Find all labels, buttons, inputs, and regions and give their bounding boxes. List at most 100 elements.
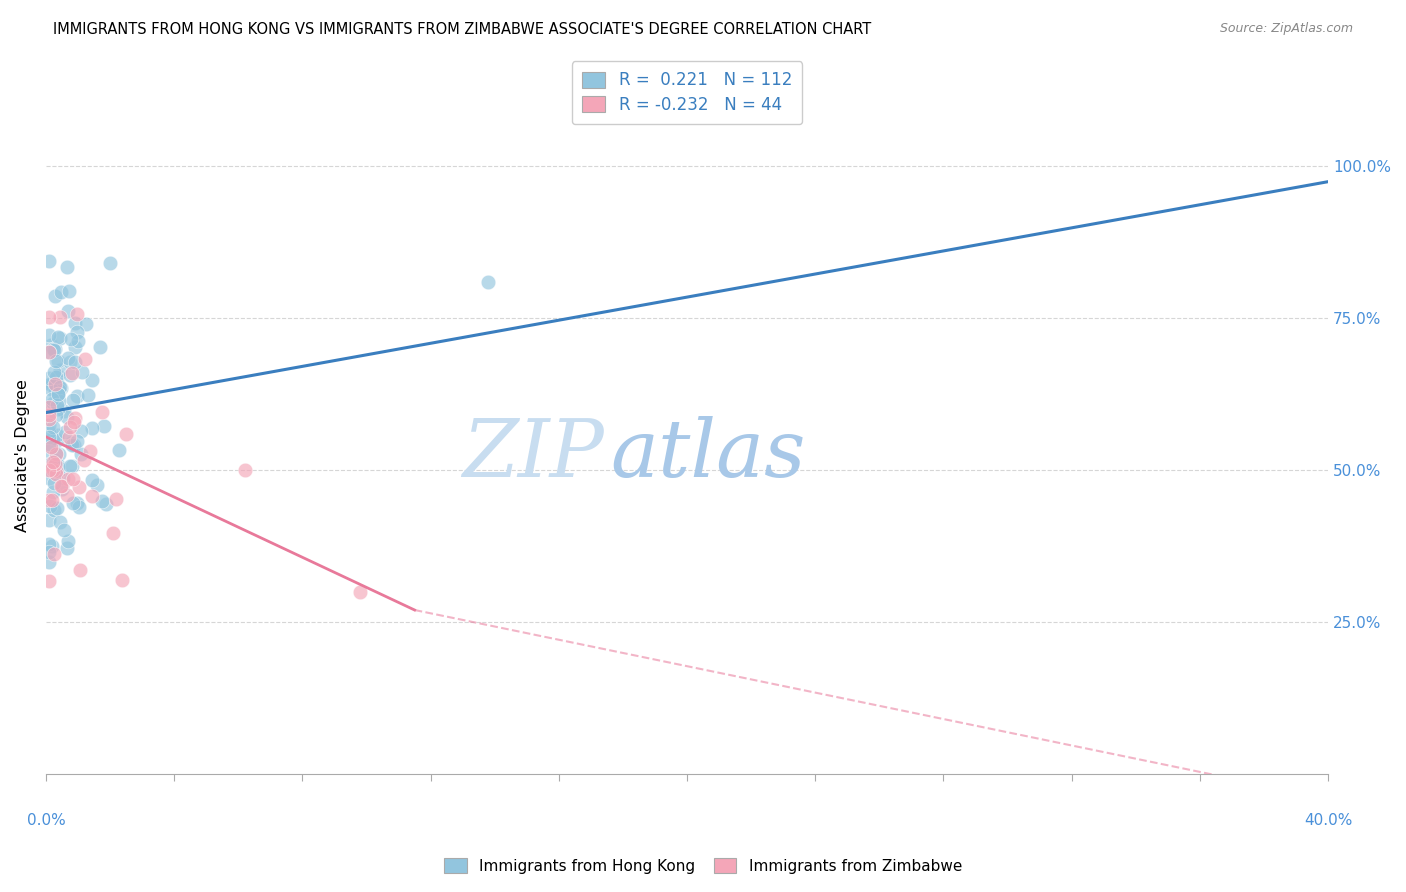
Point bbox=[62, 495, 84, 509]
Point bbox=[38, 327, 60, 342]
Point bbox=[73, 351, 96, 366]
Point bbox=[115, 427, 138, 442]
Point bbox=[90, 494, 112, 508]
Point bbox=[41, 441, 63, 455]
Point bbox=[59, 459, 82, 474]
Point bbox=[45, 464, 67, 478]
Point bbox=[38, 418, 60, 433]
Point bbox=[59, 435, 82, 450]
Point bbox=[63, 316, 86, 330]
Point bbox=[91, 405, 114, 419]
Point bbox=[59, 368, 82, 383]
Point bbox=[45, 467, 67, 482]
Point bbox=[42, 475, 65, 490]
Point bbox=[39, 377, 62, 392]
Point bbox=[51, 482, 73, 496]
Point bbox=[66, 496, 89, 510]
Point bbox=[41, 431, 63, 445]
Point bbox=[45, 408, 67, 422]
Point bbox=[38, 310, 60, 325]
Point bbox=[42, 419, 65, 434]
Point bbox=[48, 394, 70, 409]
Point bbox=[38, 425, 60, 440]
Legend: R =  0.221   N = 112, R = -0.232   N = 44: R = 0.221 N = 112, R = -0.232 N = 44 bbox=[572, 62, 801, 124]
Point bbox=[63, 340, 86, 354]
Point bbox=[56, 488, 79, 502]
Point bbox=[89, 340, 111, 354]
Point bbox=[38, 412, 60, 426]
Point bbox=[82, 421, 104, 435]
Point bbox=[38, 254, 60, 268]
Point bbox=[66, 389, 89, 403]
Point bbox=[42, 455, 65, 469]
Point bbox=[44, 384, 66, 398]
Point bbox=[49, 331, 72, 345]
Point bbox=[45, 369, 67, 384]
Text: IMMIGRANTS FROM HONG KONG VS IMMIGRANTS FROM ZIMBABWE ASSOCIATE'S DEGREE CORRELA: IMMIGRANTS FROM HONG KONG VS IMMIGRANTS … bbox=[53, 22, 872, 37]
Point bbox=[60, 367, 83, 381]
Point bbox=[48, 380, 70, 394]
Point bbox=[77, 387, 100, 401]
Point bbox=[44, 458, 66, 472]
Point bbox=[38, 463, 60, 477]
Point bbox=[49, 381, 72, 395]
Point bbox=[56, 351, 79, 365]
Legend: Immigrants from Hong Kong, Immigrants from Zimbabwe: Immigrants from Hong Kong, Immigrants fr… bbox=[437, 852, 969, 880]
Point bbox=[69, 563, 91, 577]
Point bbox=[67, 334, 90, 348]
Point bbox=[58, 284, 80, 298]
Point bbox=[477, 275, 499, 289]
Point bbox=[46, 387, 69, 401]
Point bbox=[44, 376, 66, 391]
Point bbox=[45, 399, 67, 413]
Point bbox=[41, 376, 63, 391]
Point bbox=[63, 438, 86, 452]
Point bbox=[42, 395, 65, 409]
Point bbox=[39, 457, 62, 471]
Text: ZIP: ZIP bbox=[463, 417, 603, 494]
Point bbox=[46, 387, 69, 401]
Point bbox=[59, 420, 82, 434]
Point bbox=[42, 485, 65, 500]
Point bbox=[104, 492, 127, 507]
Point bbox=[70, 424, 93, 438]
Point bbox=[52, 404, 75, 418]
Point bbox=[82, 373, 104, 387]
Point bbox=[80, 473, 103, 487]
Point bbox=[48, 388, 70, 402]
Point bbox=[69, 480, 91, 494]
Point bbox=[58, 472, 80, 486]
Point bbox=[39, 382, 62, 396]
Text: 0.0%: 0.0% bbox=[27, 813, 65, 828]
Point bbox=[38, 493, 60, 508]
Point bbox=[52, 471, 75, 485]
Point bbox=[65, 434, 87, 448]
Point bbox=[46, 368, 69, 383]
Point bbox=[49, 515, 72, 529]
Point bbox=[41, 459, 63, 474]
Point bbox=[82, 489, 104, 503]
Point bbox=[48, 460, 70, 475]
Point bbox=[51, 479, 73, 493]
Point bbox=[56, 409, 79, 424]
Point bbox=[72, 365, 94, 379]
Point bbox=[63, 410, 86, 425]
Point bbox=[67, 500, 90, 514]
Point bbox=[41, 539, 63, 553]
Point bbox=[38, 408, 60, 422]
Point bbox=[38, 371, 60, 385]
Point bbox=[66, 307, 89, 321]
Point bbox=[46, 353, 69, 368]
Point bbox=[44, 452, 66, 467]
Point bbox=[70, 447, 93, 461]
Point bbox=[45, 428, 67, 442]
Point bbox=[44, 289, 66, 303]
Point bbox=[42, 342, 65, 356]
Point bbox=[55, 260, 77, 275]
Point bbox=[38, 430, 60, 444]
Text: Source: ZipAtlas.com: Source: ZipAtlas.com bbox=[1219, 22, 1353, 36]
Y-axis label: Associate's Degree: Associate's Degree bbox=[15, 378, 30, 532]
Point bbox=[72, 453, 94, 467]
Point bbox=[62, 392, 84, 407]
Point bbox=[45, 353, 67, 368]
